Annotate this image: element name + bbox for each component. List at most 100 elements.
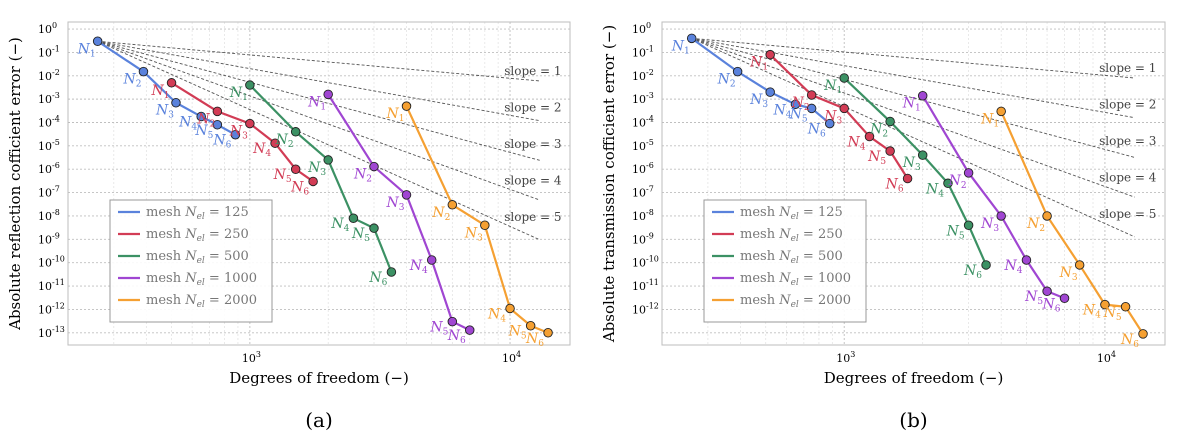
- slope-line-1: [97, 40, 540, 82]
- point-label-symbol: N: [386, 195, 400, 211]
- point-label-symbol: N: [196, 111, 210, 127]
- point-label-symbol: N: [229, 85, 243, 101]
- point-label-index: 1: [399, 114, 405, 124]
- point-label-index: 2: [1039, 224, 1045, 234]
- data-point: [464, 325, 475, 335]
- legend-item-1: mesh Nel = 125: [118, 205, 249, 222]
- point-label: N5: [508, 324, 527, 342]
- legend-subscript: el: [197, 278, 205, 288]
- x-tick-exponent: 4: [1111, 350, 1116, 359]
- point-label-index: 4: [938, 189, 944, 199]
- x-axis-label: Degrees of freedom (−): [824, 369, 1004, 387]
- point-label-symbol: N: [151, 83, 165, 99]
- y-tick-exponent: -5: [52, 138, 60, 147]
- legend-box: [109, 199, 273, 323]
- slope-label-3: slope = 3: [1099, 134, 1156, 148]
- y-tick-label: 10-3: [38, 91, 60, 106]
- y-tick-base: 10: [38, 116, 52, 129]
- point-label: N1: [902, 96, 921, 114]
- y-tick-base: 10: [38, 46, 52, 59]
- point-label-symbol: N: [252, 141, 266, 157]
- legend-suffix: = 250: [799, 227, 843, 242]
- point-label-symbol: N: [368, 270, 382, 286]
- point-label-index: 5: [208, 131, 214, 141]
- y-tick-label: 10-11: [38, 278, 65, 293]
- slope-label-5: slope = 5: [1099, 207, 1156, 221]
- y-tick-base: 10: [38, 163, 52, 176]
- legend-label: mesh Nel = 125: [146, 205, 249, 222]
- data-point: [963, 168, 974, 178]
- y-tick-label: 10-4: [38, 114, 60, 129]
- y-tick-exponent: -9: [646, 231, 654, 240]
- data-point: [981, 260, 991, 270]
- point-label-symbol: N: [791, 95, 805, 111]
- legend-label: mesh Nel = 125: [740, 205, 843, 222]
- y-tick-base: 10: [632, 163, 646, 176]
- data-point: [270, 138, 280, 148]
- data-point: [308, 176, 318, 187]
- point-label: N4: [409, 258, 428, 276]
- data-point: [480, 220, 490, 231]
- x-tick-exponent: 4: [516, 350, 521, 359]
- y-tick-base: 10: [38, 327, 52, 340]
- point-label: N5: [351, 226, 370, 244]
- y-tick-label: 10-10: [632, 255, 659, 270]
- legend-prefix: mesh: [740, 227, 779, 242]
- data-point: [401, 101, 412, 111]
- data-point: [943, 178, 953, 189]
- y-tick-label: 10-12: [632, 301, 659, 316]
- legend-subscript: el: [197, 256, 205, 266]
- legend-suffix: = 1000: [799, 271, 851, 286]
- data-point: [963, 220, 974, 231]
- legend-symbol: N: [184, 249, 197, 264]
- point-label-symbol: N: [846, 135, 860, 151]
- legend-suffix: = 500: [205, 249, 249, 264]
- point-label-index: 6: [382, 278, 388, 288]
- legend-item-3: mesh Nel = 500: [712, 249, 843, 266]
- x-tick-base: 10: [242, 352, 256, 365]
- point-label-index: 1: [242, 93, 248, 103]
- legend-prefix: mesh: [740, 205, 779, 220]
- legend-suffix: = 2000: [799, 293, 851, 308]
- slope-label-2: slope = 2: [1099, 97, 1156, 111]
- point-label: N1: [229, 85, 248, 103]
- slope-line-4: [691, 37, 1135, 198]
- y-tick-exponent: -1: [646, 44, 654, 53]
- point-label-symbol: N: [178, 115, 192, 131]
- point-label-symbol: N: [290, 179, 304, 195]
- point-label: N1: [77, 41, 96, 59]
- y-tick-label: 10-8: [38, 208, 60, 223]
- chart-panel-a: slope = 1 slope = 2 slope = 3 slope = 4 slop…: [6, 21, 571, 432]
- point-label-symbol: N: [823, 78, 837, 94]
- point-label-index: 3: [915, 163, 921, 173]
- y-tick-label: 10-7: [632, 185, 654, 200]
- point-label: N2: [196, 111, 215, 129]
- legend-item-4: mesh Nel = 1000: [712, 271, 851, 288]
- point-label-index: 2: [961, 181, 967, 191]
- y-tick-base: 10: [632, 280, 646, 293]
- y-tick-exponent: -6: [646, 161, 654, 170]
- data-point: [290, 164, 301, 174]
- point-label-index: 3: [242, 132, 248, 142]
- point-label-index: 3: [993, 224, 999, 234]
- point-label-symbol: N: [525, 331, 539, 347]
- point-label-index: 4: [1095, 311, 1101, 321]
- data-point: [902, 173, 913, 184]
- point-label-symbol: N: [77, 41, 91, 57]
- point-label-symbol: N: [229, 124, 243, 140]
- point-label-symbol: N: [351, 226, 365, 242]
- y-tick-base: 10: [38, 70, 52, 83]
- slope-label-5: slope = 5: [504, 210, 561, 224]
- point-label-index: 5: [443, 328, 449, 338]
- y-tick-base: 10: [632, 303, 646, 316]
- point-label-index: 1: [90, 49, 96, 59]
- data-point: [525, 320, 536, 331]
- y-tick-label: 10-9: [632, 231, 654, 246]
- point-label-index: 5: [364, 234, 370, 244]
- legend-item-5: mesh Nel = 2000: [118, 293, 257, 310]
- point-label: N3: [823, 108, 842, 126]
- point-label-index: 3: [836, 116, 842, 126]
- series-line: [249, 84, 393, 273]
